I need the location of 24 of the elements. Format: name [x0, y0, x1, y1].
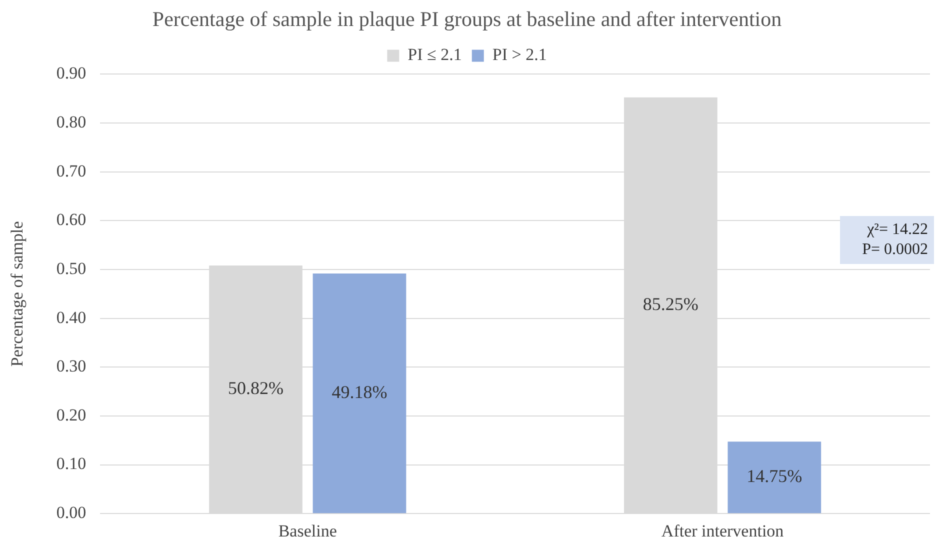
x-tick-label: After intervention [661, 521, 784, 540]
y-axis-title: Percentage of sample [8, 221, 27, 367]
data-label: 49.18% [332, 382, 388, 402]
annotation: χ²= 14.22 [866, 220, 928, 240]
y-tick-label: 0.30 [56, 356, 86, 376]
y-tick-label: 0.60 [56, 210, 86, 230]
y-tick-label: 0.80 [56, 112, 86, 132]
bar [312, 273, 406, 514]
data-label: 50.82% [228, 378, 284, 398]
y-tick-label: 0.20 [56, 405, 86, 424]
data-label: 14.75% [746, 466, 802, 486]
bar [728, 442, 822, 514]
y-tick-label: 0.40 [56, 308, 86, 327]
legend-label: PI > 2.1 [492, 45, 547, 64]
y-tick-label: 0.00 [56, 503, 86, 522]
y-tick-label: 0.70 [56, 161, 86, 180]
annotation: P= 0.0002 [861, 240, 928, 260]
legend-label: PI ≤ 2.1 [408, 45, 462, 64]
chart-title: Percentage of sample in plaque PI groups at baseline and after intervention [152, 7, 782, 32]
data-label: 85.25% [642, 294, 698, 314]
y-tick-label: 0.90 [56, 64, 86, 83]
y-tick-label: 0.10 [56, 454, 86, 474]
x-tick-label: Baseline [278, 521, 337, 540]
y-tick-label: 0.50 [56, 258, 86, 278]
